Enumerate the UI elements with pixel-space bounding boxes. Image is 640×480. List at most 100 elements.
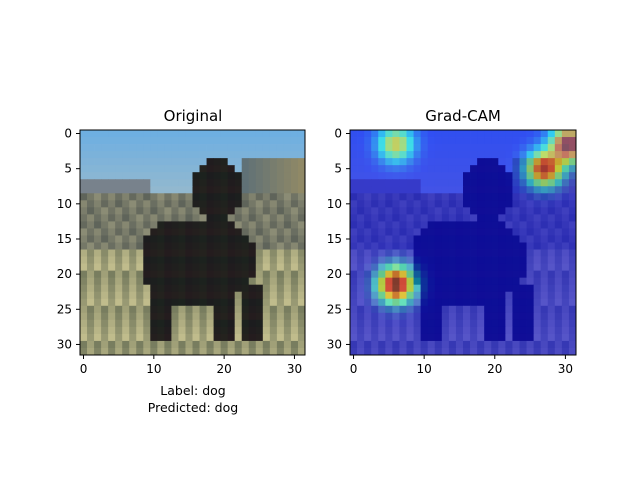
pixel-cell [498, 186, 506, 194]
pixel-cell [519, 179, 527, 187]
pixel-cell [206, 130, 214, 138]
pixel-cell [512, 270, 520, 279]
pixel-cell [406, 221, 414, 229]
pixel-cell [568, 200, 577, 208]
pixel-cell [206, 158, 214, 166]
pixel-cell [101, 277, 109, 286]
pixel-cell [192, 333, 200, 342]
pixel-cell [399, 172, 407, 180]
pixel-cell [283, 158, 292, 166]
pixel-cell [505, 291, 513, 300]
pixel-cell [164, 144, 172, 152]
pixel-cell [192, 200, 200, 208]
pixel-cell [143, 228, 151, 236]
pixel-cell [185, 193, 193, 201]
pixel-cell [406, 305, 414, 314]
pixel-cell [262, 305, 271, 314]
pixel-cell [178, 228, 186, 236]
pixel-cell [192, 158, 200, 166]
pixel-cell [519, 291, 527, 300]
pixel-cell [420, 235, 429, 243]
pixel-cell [519, 340, 527, 349]
pixel-cell [129, 305, 137, 314]
pixel-cell [399, 284, 407, 293]
pixel-cell [463, 312, 471, 321]
pixel-cell [290, 151, 299, 159]
pixel-cell [227, 235, 236, 243]
pixel-cell [171, 193, 179, 201]
pixel-cell [178, 326, 186, 335]
pixel-cell [185, 200, 193, 208]
pixel-cell [364, 242, 372, 250]
pixel-cell [185, 242, 193, 250]
pixel-cell [392, 326, 400, 335]
pixel-cell [399, 207, 407, 215]
pixel-cell [213, 242, 222, 250]
pixel-cell [357, 249, 365, 257]
pixel-cell [498, 340, 506, 349]
pixel-cell [122, 228, 130, 236]
pixel-cell [505, 130, 513, 138]
pixel-cell [178, 256, 186, 264]
pixel-cell [371, 186, 379, 194]
pixel-cell [378, 207, 386, 215]
pixel-cell [290, 137, 299, 145]
pixel-cell [136, 158, 144, 166]
pixel-cell [561, 319, 570, 328]
pixel-cell [512, 137, 520, 145]
pixel-cell [297, 319, 306, 328]
pixel-cell [101, 256, 109, 264]
panel-title-original: Original [164, 107, 223, 125]
pixel-cell [434, 221, 443, 229]
pixel-cell [262, 207, 271, 215]
pixel-cell [199, 284, 207, 293]
pixel-cell [234, 277, 243, 286]
pixel-cell [80, 144, 88, 152]
pixel-cell [498, 270, 506, 279]
pixel-cell [108, 340, 116, 349]
pixel-cell [427, 277, 436, 286]
pixel-cell [150, 144, 158, 152]
pixel-cell [477, 179, 485, 187]
pixel-cell [491, 228, 499, 236]
pixel-cell [143, 340, 151, 349]
pixel-cell [448, 298, 457, 307]
pixel-cell [87, 263, 95, 272]
pixel-cell [101, 298, 109, 307]
pixel-cell [526, 200, 535, 208]
pixel-cell [297, 305, 306, 314]
pixel-cell [87, 207, 95, 215]
pixel-cell [512, 193, 520, 201]
pixel-cell [505, 347, 513, 356]
pixel-cell [540, 158, 549, 166]
pixel-cell [283, 333, 292, 342]
pixel-cell [192, 151, 200, 159]
pixel-cell [269, 186, 278, 194]
pixel-cell [108, 326, 116, 335]
pixel-cell [122, 172, 130, 180]
pixel-cell [213, 256, 222, 264]
pixel-cell [269, 291, 278, 300]
pixel-cell [87, 130, 95, 138]
pixel-cell [213, 298, 222, 307]
pixel-cell [448, 179, 457, 187]
pixel-cell [108, 179, 116, 187]
pixel-cell [164, 284, 172, 293]
pixel-cell [357, 235, 365, 243]
pixel-cell [150, 256, 158, 264]
pixel-cell [392, 242, 400, 250]
pixel-cell [491, 193, 499, 201]
pixel-cell [392, 158, 400, 166]
pixel-cell [512, 291, 520, 300]
pixel-cell [255, 326, 264, 335]
pixel-cell [178, 172, 186, 180]
pixel-cell [220, 326, 229, 335]
pixel-cell [477, 326, 485, 335]
pixel-cell [297, 249, 306, 257]
pixel-cell [561, 172, 570, 180]
pixel-cell [220, 242, 229, 250]
pixel-cell [568, 221, 577, 229]
pixel-cell [420, 347, 429, 356]
pixel-cell [164, 326, 172, 335]
pixel-cell [547, 347, 556, 356]
